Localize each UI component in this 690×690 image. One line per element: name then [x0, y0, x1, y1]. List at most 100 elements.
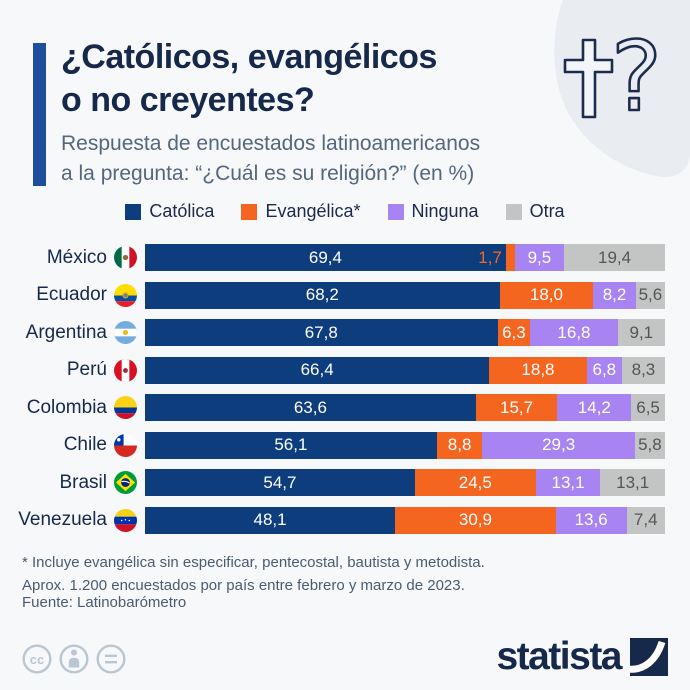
attribution-icon [59, 644, 89, 674]
footnote-line1: * Incluye evangélica sin especificar, pe… [22, 554, 485, 571]
value-label: 29,3 [542, 435, 576, 454]
value-label: 5,8 [638, 435, 662, 454]
svg-text:?: ? [611, 21, 662, 133]
value-label: 1,7 [478, 247, 502, 267]
value-label: 6,5 [636, 397, 660, 417]
country-row: Ecuador 68,2 18,0 8,2 5,6 [0, 281, 690, 309]
source: Fuente: Latinobarómetro [22, 594, 187, 611]
legend-swatch [125, 203, 142, 220]
legend-label: Otra [529, 201, 565, 221]
segment-ninguna: 13,6 [555, 506, 627, 534]
country-label: Venezuela [0, 508, 145, 532]
legend-swatch [241, 203, 258, 220]
segment-evangélica: 30,9 [395, 506, 556, 534]
title-accent-bar [33, 43, 46, 186]
value-label: 66,4 [300, 360, 334, 379]
footnote-line2: Aprox. 1.200 encuestados por país entre … [22, 577, 465, 594]
segment-católica: 68,2 [145, 281, 500, 309]
country-row: Colombia 63,6 15,7 14,2 6,5 [0, 394, 690, 421]
country-name: México [46, 246, 107, 268]
segment-evangélica: 6,3 [497, 319, 531, 346]
segment-ninguna: 8,2 [593, 281, 636, 309]
value-label: 15,7 [499, 397, 534, 417]
segment-católica: 54,7 [145, 469, 415, 496]
value-label: 5,6 [638, 285, 663, 304]
segment-evangélica: 24,5 [414, 469, 536, 496]
segment-otra: 5,8 [634, 431, 665, 459]
legend-item: Otra [505, 201, 565, 222]
segment-evangélica: 18,0 [499, 281, 594, 309]
ar-flag-icon [114, 321, 137, 344]
value-label: 18,0 [529, 285, 563, 304]
value-label: 13,6 [574, 510, 608, 529]
page-title-line1: ¿Católicos, evangélicos [61, 38, 437, 76]
country-label: Argentina [0, 321, 145, 344]
ec-flag-icon [114, 283, 137, 307]
cc-icon-glyph: cc [30, 652, 44, 667]
subtitle-line1: Respuesta de encuestados latinoamericano… [61, 132, 481, 155]
value-label: 8,8 [447, 435, 472, 454]
segment-ninguna: 6,8 [586, 356, 622, 384]
value-label: 63,6 [293, 397, 327, 417]
statista-logo: statista [496, 635, 668, 678]
country-row: Perú 66,4 18,8 6,8 8,3 [0, 356, 690, 384]
segment-otra: 6,5 [631, 394, 665, 421]
value-label: 19,4 [597, 247, 632, 267]
segment-otra: 9,1 [617, 319, 665, 346]
statista-logo-text: statista [496, 635, 622, 678]
page-title: ¿Católicos, evangélicos o no creyentes? [61, 36, 437, 122]
statista-logo-mark [630, 638, 668, 676]
value-label: 24,5 [458, 472, 492, 492]
segment-católica: 69,4 1,7 [145, 244, 506, 271]
value-label: 13,1 [551, 472, 585, 492]
value-label: 18,8 [521, 360, 555, 379]
legend-swatch [387, 203, 404, 220]
equals-icon [96, 644, 126, 674]
value-label: 54,7 [263, 472, 297, 492]
stacked-bar: 67,8 6,3 16,8 9,1 [145, 319, 665, 346]
stacked-bar: 48,1 30,9 13,6 7,4 [145, 506, 665, 534]
country-label: Chile [0, 433, 145, 457]
country-name: Chile [63, 434, 107, 455]
stacked-bar: 63,6 15,7 14,2 6,5 [145, 394, 665, 421]
stacked-bar: 54,7 24,5 13,1 13,1 [145, 469, 665, 496]
legend: Católica Evangélica* Ninguna Otra [0, 201, 690, 222]
segment-católica: 48,1 [145, 506, 396, 534]
ve-flag-icon [114, 508, 137, 532]
segment-otra: 8,3 [621, 356, 665, 384]
stacked-bar: 69,4 1,7 9,5 19,4 [145, 244, 665, 271]
segment-católica: 63,6 [145, 394, 476, 421]
cl-flag-icon [114, 433, 137, 457]
page-title-line2: o no creyentes? [61, 81, 315, 119]
country-row: Venezuela 48,1 30,9 13,6 7,4 [0, 506, 690, 534]
country-name: Venezuela [18, 509, 107, 530]
country-label: Perú [0, 358, 145, 382]
country-label: Brasil [0, 471, 145, 494]
value-label: 8,3 [631, 360, 656, 379]
br-flag-icon [114, 471, 137, 494]
segment-otra: 19,4 [564, 244, 665, 271]
value-label: 67,8 [304, 322, 338, 342]
subtitle: Respuesta de encuestados latinoamericano… [61, 129, 480, 189]
segment-otra: 7,4 [626, 506, 665, 534]
segment-evangélica: 8,8 [436, 431, 483, 459]
country-label: México [0, 246, 145, 269]
legend-item: Católica [125, 201, 214, 222]
value-label: 48,1 [253, 510, 287, 529]
country-name: Brasil [59, 471, 107, 493]
segment-ninguna: 9,5 [514, 244, 565, 271]
segment-evangélica: 15,7 [475, 394, 558, 421]
co-flag-icon [114, 396, 137, 419]
legend-label: Católica [149, 201, 215, 221]
value-label: 14,2 [577, 397, 611, 417]
cross-question-icon: ? [554, 0, 690, 177]
value-label: 7,4 [633, 510, 658, 529]
value-label: 6,3 [502, 322, 526, 342]
legend-swatch [505, 203, 522, 220]
country-name: Perú [66, 359, 107, 380]
value-label: 8,2 [602, 285, 627, 304]
segment-otra: 13,1 [600, 469, 665, 496]
cc-license-icons: cc [22, 644, 126, 674]
pe-flag-icon [114, 358, 137, 382]
